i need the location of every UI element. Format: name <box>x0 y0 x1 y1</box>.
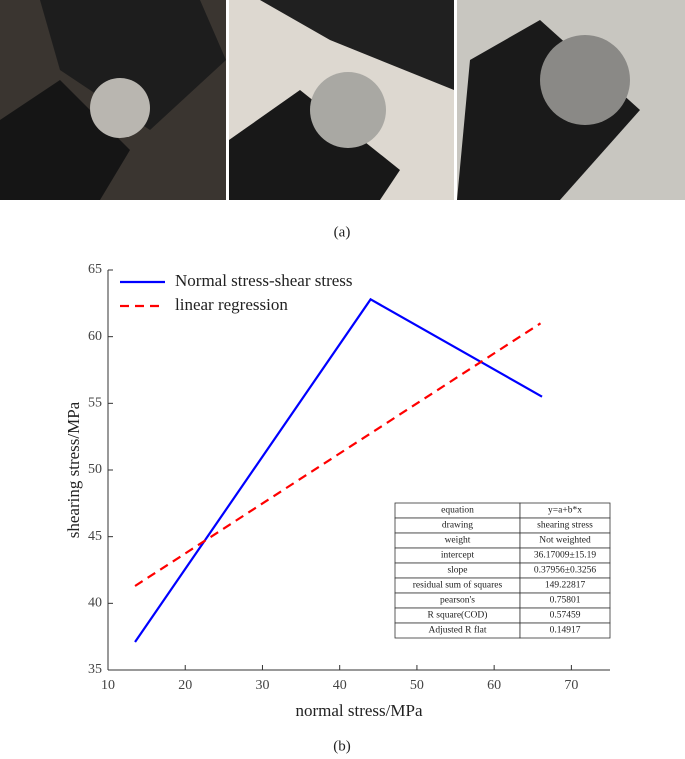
y-tick-label: 35 <box>88 662 102 677</box>
table-key: equation <box>441 506 474 516</box>
x-tick-label: 20 <box>178 678 192 693</box>
x-tick-label: 50 <box>410 678 424 693</box>
x-axis-label: normal stress/MPa <box>295 701 422 720</box>
y-tick-label: 40 <box>88 596 102 611</box>
y-tick-label: 55 <box>88 396 102 411</box>
plot: 10 20 30 40 50 60 70 35 40 45 50 55 60 65 normal stres… <box>64 262 611 720</box>
table-value: 149.22817 <box>545 581 586 591</box>
table-key: residual sum of squares <box>413 580 503 591</box>
table-value: 0.14917 <box>550 626 581 636</box>
y-tick-label: 60 <box>88 329 102 344</box>
table-key: drawing <box>442 521 473 531</box>
x-tick-label: 70 <box>564 678 578 693</box>
table-value: 36.17009±15.19 <box>534 551 596 561</box>
table-key: intercept <box>441 551 475 561</box>
table-value: Not weighted <box>539 536 591 546</box>
x-tick-label: 10 <box>101 678 115 693</box>
table-key: Adjusted R flat <box>428 625 486 636</box>
table-value: 0.37956±0.3256 <box>534 566 596 576</box>
x-tick-label: 30 <box>255 678 269 693</box>
table-key: pearson's <box>440 596 475 606</box>
table-key: R square(COD) <box>428 610 488 621</box>
caption: (b) <box>333 738 351 754</box>
series-line <box>134 322 542 587</box>
series-line <box>134 297 543 643</box>
y-tick-label: 50 <box>88 462 102 477</box>
table-value: 0.57459 <box>550 611 581 621</box>
y-tick-label: 65 <box>88 262 102 277</box>
table-value: 0.75801 <box>550 596 581 606</box>
x-tick-label: 60 <box>487 678 501 693</box>
legend-label: Normal stress-shear stress <box>175 271 353 290</box>
table-key: slope <box>447 566 467 576</box>
photos <box>0 0 685 200</box>
y-axis-label: shearing stress/MPa <box>64 401 83 538</box>
y-tick-label: 45 <box>88 529 102 544</box>
table-cell <box>519 622 611 639</box>
table-value: shearing stress <box>537 521 593 531</box>
caption: (a) <box>334 224 351 240</box>
legend-label: linear regression <box>175 295 288 314</box>
table-value: y=a+b*x <box>548 506 582 516</box>
table-key: weight <box>445 536 471 546</box>
x-tick-label: 40 <box>333 678 347 693</box>
